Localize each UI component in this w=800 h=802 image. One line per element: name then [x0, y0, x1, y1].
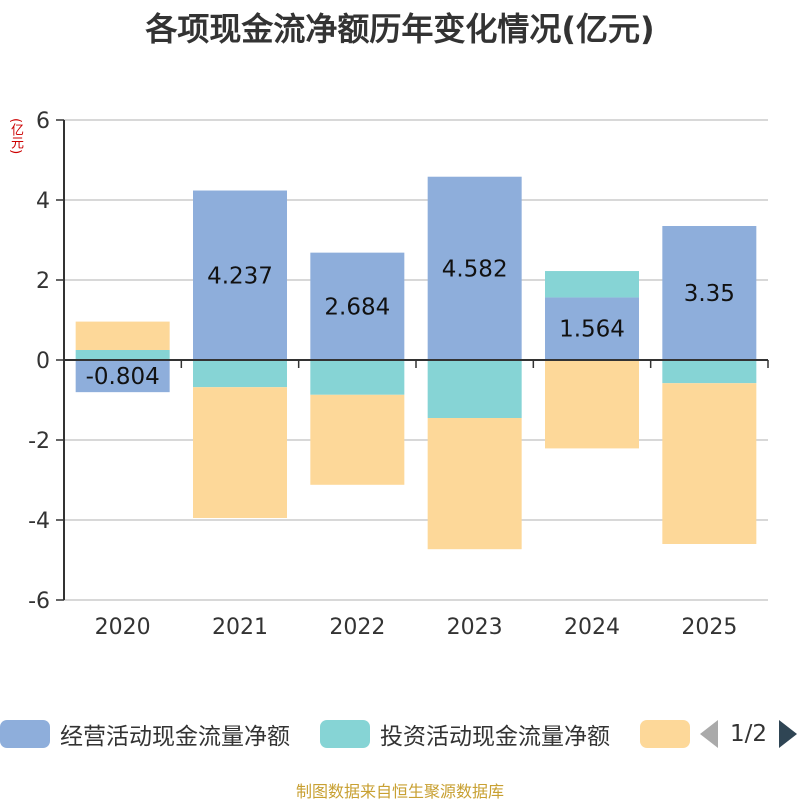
- chart-title: 各项现金流净额历年变化情况(亿元): [145, 10, 655, 48]
- data-labels: -0.804 4.237 2.684 4.582 1.564 3.35: [86, 256, 735, 390]
- legend-label-investing: 投资活动现金流量净额: [380, 724, 610, 750]
- source-note: 制图数据来自恒生聚源数据库: [295, 782, 504, 801]
- x-tick-label-2025: 2025: [681, 615, 737, 640]
- x-tick-label-2020: 2020: [95, 615, 151, 640]
- y-tick-label: -4: [28, 509, 50, 534]
- legend-item-financing[interactable]: [640, 712, 700, 756]
- legend-page-indicator: 1/2: [730, 721, 768, 747]
- bar-series1-2021: [193, 360, 287, 388]
- bar-series0-2022: [310, 252, 405, 360]
- bar-series1-2024: [545, 271, 639, 298]
- legend-item-investing[interactable]: 投资活动现金流量净额: [320, 712, 610, 756]
- prev-page-icon[interactable]: [700, 720, 718, 748]
- bar-series2-2024: [545, 360, 639, 449]
- data-label-2020: -0.804: [86, 364, 160, 390]
- bar-series1-2023: [427, 360, 522, 418]
- axes: -6 -4 -2 0 2 4 6 2020 2021 2022 2023 2024 2025: [28, 109, 769, 640]
- x-tick-label-2023: 2023: [447, 615, 503, 640]
- bar-series0-2025: [662, 226, 757, 360]
- bar-series2-2022: [310, 394, 405, 485]
- bar-series2-2023: [427, 418, 522, 550]
- legend-swatch-investing: [320, 720, 370, 748]
- bar-series1-2022: [310, 360, 405, 395]
- data-label-2021: 4.237: [207, 263, 273, 289]
- next-page-icon[interactable]: [779, 720, 798, 748]
- y-tick-label: 6: [36, 109, 50, 134]
- legend: 经营活动现金流量净额 投资活动现金流量净额 1/2: [0, 712, 800, 756]
- y-tick-label: -2: [28, 429, 50, 454]
- bar-series1-2020: [75, 350, 170, 360]
- bar-series2-2025: [662, 383, 757, 544]
- x-tick-label-2024: 2024: [564, 615, 620, 640]
- legend-swatch-financing: [640, 720, 690, 748]
- bar-series2-2020: [75, 321, 170, 350]
- x-tick-label-2021: 2021: [212, 615, 268, 640]
- y-axis-label: (亿元): [8, 118, 23, 155]
- data-label-2022: 2.684: [324, 294, 390, 320]
- legend-swatch-operating: [0, 720, 50, 748]
- bar-series0-2023: [427, 176, 522, 360]
- bar-series0-2020: [75, 360, 170, 393]
- y-tick-label: 2: [36, 269, 50, 294]
- legend-label-operating: 经营活动现金流量净额: [60, 724, 290, 750]
- bar-series1-2025: [662, 360, 757, 384]
- y-tick-label: -6: [28, 589, 50, 614]
- legend-pager: 1/2: [700, 712, 798, 756]
- bar-series2-2021: [193, 387, 287, 518]
- bar-chart: -6 -4 -2 0 2 4 6 2020 2021 2022 2023 2024 2025 -0.80…: [28, 109, 769, 640]
- x-tick-label-2022: 2022: [329, 615, 385, 640]
- legend-item-operating[interactable]: 经营活动现金流量净额: [0, 712, 290, 756]
- data-label-2023: 4.582: [442, 256, 508, 282]
- data-label-2024: 1.564: [559, 317, 625, 343]
- y-tick-label: 0: [36, 349, 50, 374]
- bars: [75, 176, 757, 550]
- data-label-2025: 3.35: [684, 281, 735, 307]
- y-tick-label: 4: [36, 189, 50, 214]
- bar-series0-2024: [545, 297, 639, 360]
- bar-series0-2021: [193, 190, 287, 360]
